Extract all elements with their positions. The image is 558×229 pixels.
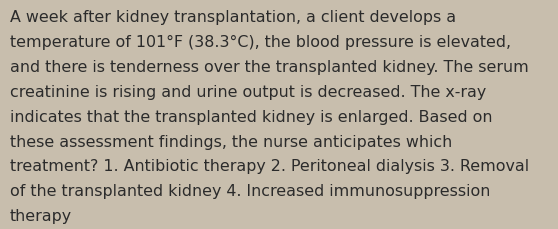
Text: these assessment findings, the nurse anticipates which: these assessment findings, the nurse ant… [10,134,453,149]
Text: therapy: therapy [10,208,72,223]
Text: of the transplanted kidney 4. Increased immunosuppression: of the transplanted kidney 4. Increased … [10,183,490,198]
Text: creatinine is rising and urine output is decreased. The x-ray: creatinine is rising and urine output is… [10,85,486,99]
Text: temperature of 101°F (38.3°C), the blood pressure is elevated,: temperature of 101°F (38.3°C), the blood… [10,35,511,50]
Text: treatment? 1. Antibiotic therapy 2. Peritoneal dialysis 3. Removal: treatment? 1. Antibiotic therapy 2. Peri… [10,159,529,174]
Text: indicates that the transplanted kidney is enlarged. Based on: indicates that the transplanted kidney i… [10,109,493,124]
Text: and there is tenderness over the transplanted kidney. The serum: and there is tenderness over the transpl… [10,60,529,75]
Text: A week after kidney transplantation, a client develops a: A week after kidney transplantation, a c… [10,10,456,25]
